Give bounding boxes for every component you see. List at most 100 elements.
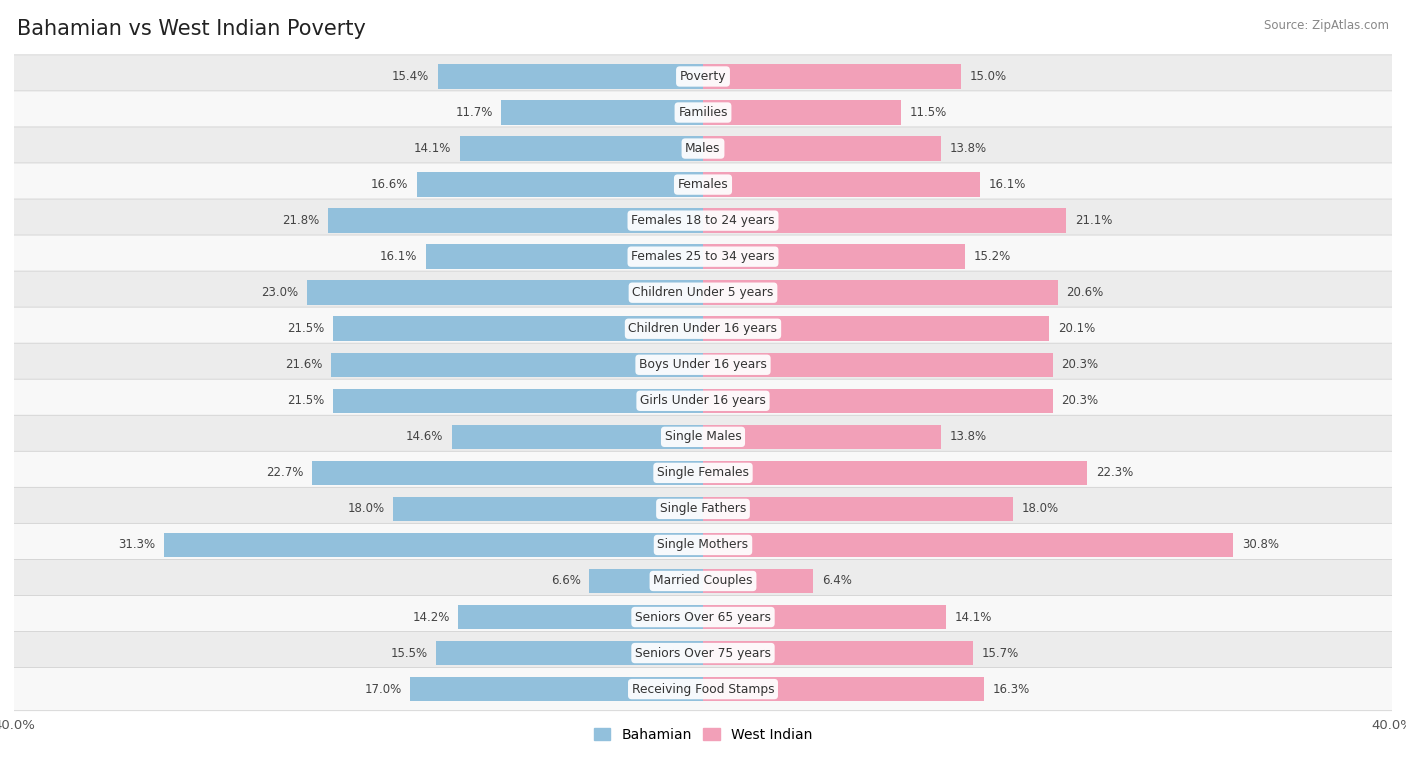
Text: 22.3%: 22.3% (1095, 466, 1133, 479)
Bar (703, 389, 1053, 413)
Text: 11.7%: 11.7% (456, 106, 494, 119)
Bar (703, 136, 941, 161)
Bar (328, 208, 703, 233)
Text: Poverty: Poverty (679, 70, 727, 83)
FancyBboxPatch shape (4, 559, 1402, 603)
Text: 20.1%: 20.1% (1057, 322, 1095, 335)
Text: Source: ZipAtlas.com: Source: ZipAtlas.com (1264, 19, 1389, 32)
Text: Females 25 to 34 years: Females 25 to 34 years (631, 250, 775, 263)
Text: Bahamian vs West Indian Poverty: Bahamian vs West Indian Poverty (17, 19, 366, 39)
Bar (703, 64, 962, 89)
FancyBboxPatch shape (4, 379, 1402, 422)
FancyBboxPatch shape (4, 307, 1402, 350)
Bar (703, 317, 1049, 341)
Text: 20.3%: 20.3% (1062, 394, 1098, 407)
Bar (502, 100, 703, 125)
Text: Girls Under 16 years: Girls Under 16 years (640, 394, 766, 407)
FancyBboxPatch shape (4, 271, 1402, 315)
Text: Females 18 to 24 years: Females 18 to 24 years (631, 214, 775, 227)
Text: 11.5%: 11.5% (910, 106, 946, 119)
Bar (703, 496, 1012, 522)
Text: Single Mothers: Single Mothers (658, 538, 748, 552)
Text: 18.0%: 18.0% (1022, 503, 1059, 515)
Text: 6.4%: 6.4% (823, 575, 852, 587)
FancyBboxPatch shape (4, 487, 1402, 531)
Text: Single Females: Single Females (657, 466, 749, 479)
Text: 22.7%: 22.7% (266, 466, 304, 479)
Bar (703, 461, 1087, 485)
Legend: Bahamian, West Indian: Bahamian, West Indian (593, 728, 813, 742)
Bar (451, 424, 703, 449)
Text: Single Males: Single Males (665, 431, 741, 443)
Text: 15.0%: 15.0% (970, 70, 1007, 83)
Text: 13.8%: 13.8% (949, 431, 987, 443)
Bar (703, 352, 1053, 377)
Bar (703, 280, 1057, 305)
Bar (703, 172, 980, 197)
Text: Children Under 16 years: Children Under 16 years (628, 322, 778, 335)
FancyBboxPatch shape (4, 127, 1402, 171)
Text: 21.5%: 21.5% (287, 394, 323, 407)
Text: 20.6%: 20.6% (1066, 287, 1104, 299)
Text: 16.1%: 16.1% (380, 250, 418, 263)
FancyBboxPatch shape (4, 668, 1402, 711)
FancyBboxPatch shape (4, 451, 1402, 494)
Bar (312, 461, 703, 485)
Text: Children Under 5 years: Children Under 5 years (633, 287, 773, 299)
Text: 15.5%: 15.5% (391, 647, 427, 659)
Bar (703, 605, 946, 629)
FancyBboxPatch shape (4, 631, 1402, 675)
Text: Receiving Food Stamps: Receiving Food Stamps (631, 683, 775, 696)
Text: Families: Families (678, 106, 728, 119)
Text: 21.6%: 21.6% (285, 359, 322, 371)
Text: 13.8%: 13.8% (949, 142, 987, 155)
Text: Boys Under 16 years: Boys Under 16 years (640, 359, 766, 371)
Bar (703, 424, 941, 449)
Bar (703, 100, 901, 125)
Text: 14.1%: 14.1% (415, 142, 451, 155)
FancyBboxPatch shape (4, 199, 1402, 243)
Bar (703, 244, 965, 269)
Bar (307, 280, 703, 305)
Text: 21.1%: 21.1% (1076, 214, 1112, 227)
Bar (426, 244, 703, 269)
Bar (165, 533, 703, 557)
Bar (703, 568, 813, 594)
Bar (411, 677, 703, 701)
Text: Females: Females (678, 178, 728, 191)
Bar (436, 641, 703, 666)
Text: Seniors Over 65 years: Seniors Over 65 years (636, 610, 770, 624)
Text: 18.0%: 18.0% (347, 503, 384, 515)
Text: 21.8%: 21.8% (281, 214, 319, 227)
FancyBboxPatch shape (4, 91, 1402, 134)
Text: 14.2%: 14.2% (412, 610, 450, 624)
Bar (460, 136, 703, 161)
Text: 15.2%: 15.2% (973, 250, 1011, 263)
Text: 16.3%: 16.3% (993, 683, 1029, 696)
FancyBboxPatch shape (4, 343, 1402, 387)
Bar (458, 605, 703, 629)
FancyBboxPatch shape (4, 415, 1402, 459)
FancyBboxPatch shape (4, 55, 1402, 98)
Bar (589, 568, 703, 594)
Text: 21.5%: 21.5% (287, 322, 323, 335)
Text: Single Fathers: Single Fathers (659, 503, 747, 515)
Text: 30.8%: 30.8% (1241, 538, 1279, 552)
Bar (330, 352, 703, 377)
Text: Married Couples: Married Couples (654, 575, 752, 587)
Text: 23.0%: 23.0% (262, 287, 298, 299)
Bar (333, 317, 703, 341)
Bar (703, 641, 973, 666)
Text: 16.6%: 16.6% (371, 178, 409, 191)
Text: 31.3%: 31.3% (118, 538, 155, 552)
Bar (437, 64, 703, 89)
Bar (333, 389, 703, 413)
Text: 14.1%: 14.1% (955, 610, 991, 624)
FancyBboxPatch shape (4, 163, 1402, 206)
FancyBboxPatch shape (4, 595, 1402, 639)
Text: 17.0%: 17.0% (364, 683, 402, 696)
FancyBboxPatch shape (4, 523, 1402, 566)
Bar (392, 496, 703, 522)
Bar (703, 208, 1066, 233)
Text: 20.3%: 20.3% (1062, 359, 1098, 371)
